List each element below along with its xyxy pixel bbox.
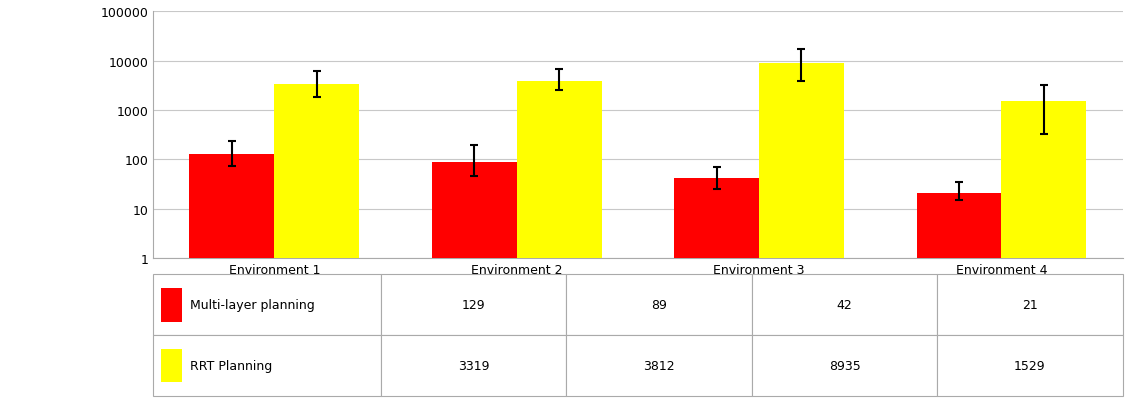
Text: 1529: 1529 (1014, 359, 1046, 372)
Bar (759, 64, 844, 401)
Bar (517, 82, 601, 401)
Bar (161, 349, 183, 383)
Text: 3812: 3812 (643, 359, 675, 372)
Bar (153, 335, 381, 396)
Text: 89: 89 (651, 298, 667, 311)
Text: 21: 21 (1022, 298, 1038, 311)
Text: 129: 129 (462, 298, 485, 311)
Text: 42: 42 (837, 298, 853, 311)
Bar (566, 335, 752, 396)
Bar (752, 335, 937, 396)
Text: RRT Planning: RRT Planning (189, 359, 272, 372)
Bar (432, 162, 517, 401)
Bar (937, 335, 1123, 396)
Text: Multi-layer planning: Multi-layer planning (189, 298, 314, 311)
Bar (675, 178, 759, 401)
Text: 8935: 8935 (829, 359, 861, 372)
Bar (153, 274, 381, 335)
Bar (566, 274, 752, 335)
Text: 3319: 3319 (458, 359, 490, 372)
Bar (161, 288, 183, 322)
Bar (1001, 101, 1086, 401)
Bar (189, 154, 274, 401)
Bar (381, 274, 566, 335)
Bar (274, 85, 359, 401)
Bar (916, 193, 1001, 401)
Bar (381, 335, 566, 396)
Bar (752, 274, 937, 335)
Bar (937, 274, 1123, 335)
